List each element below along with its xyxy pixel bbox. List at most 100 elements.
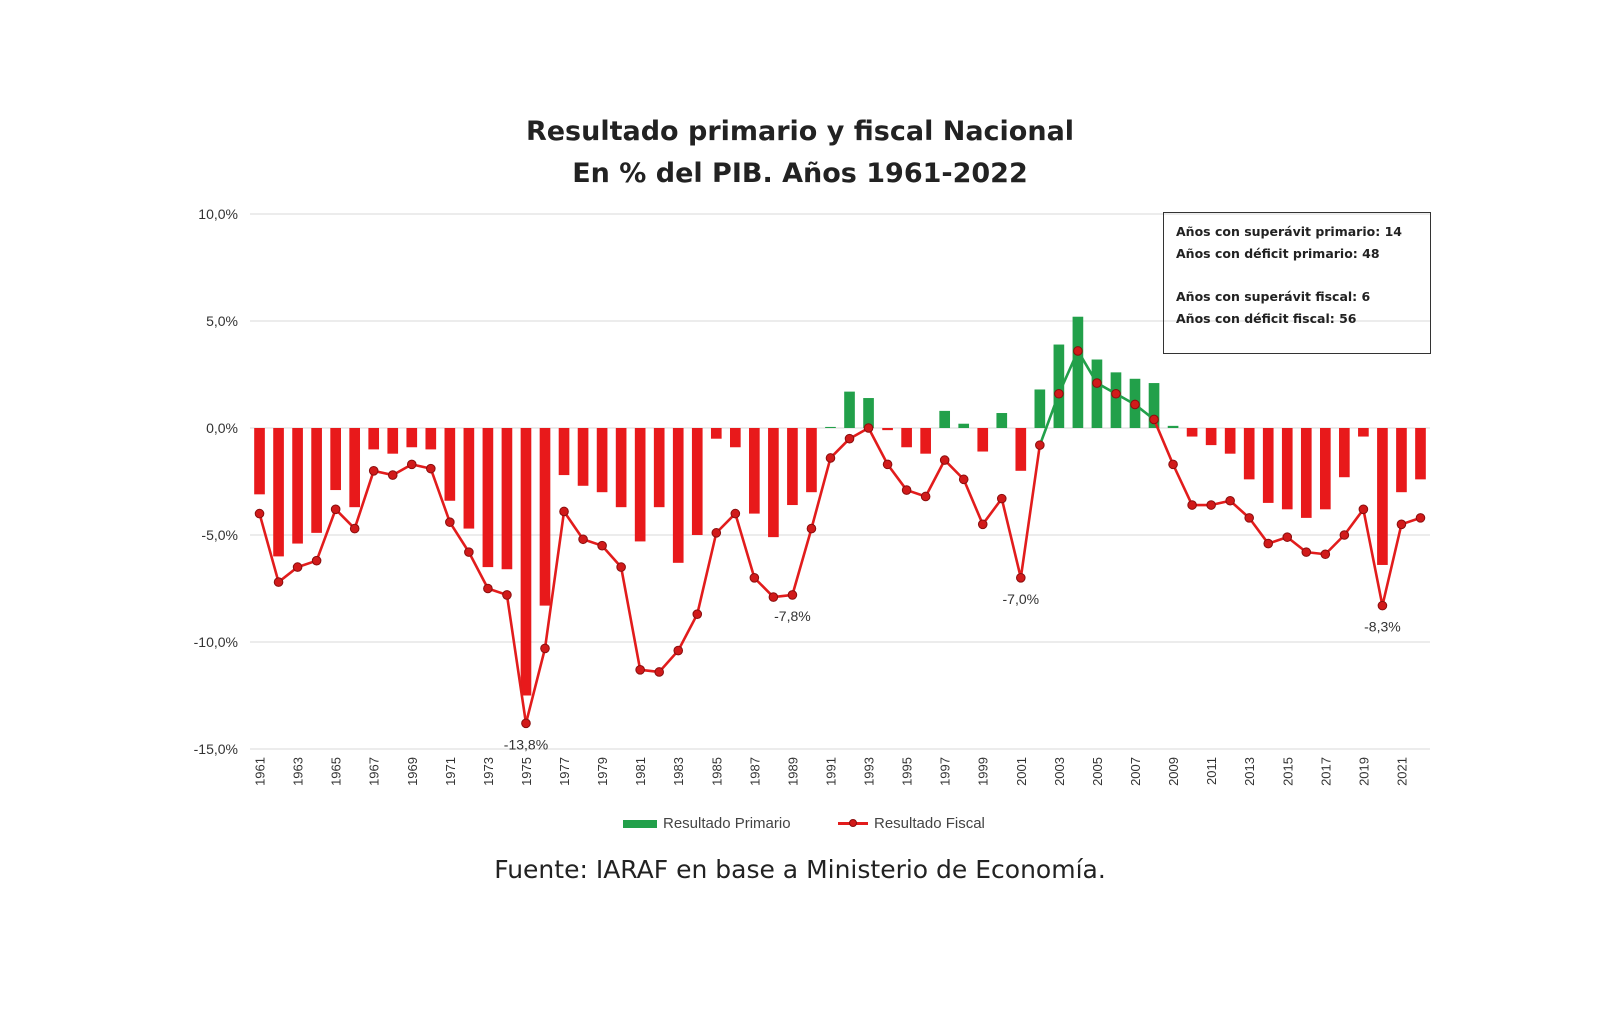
primary-bar-2013: [1243, 428, 1255, 480]
fiscal-deficit-count: Años con déficit fiscal: 56: [1176, 311, 1357, 326]
primary-bar-1963: [292, 428, 303, 544]
primary-bar-1979: [596, 428, 608, 493]
x-tick-label: 2009: [1166, 757, 1181, 786]
primary-bar-1987: [749, 428, 760, 514]
primary-surplus-count: Años con superávit primario: 14: [1176, 224, 1402, 239]
primary-bar-2012: [1224, 428, 1236, 454]
fiscal-line-segment: [1057, 349, 1080, 396]
fiscal-point-2004: [1073, 346, 1083, 356]
fiscal-point-2003: [1054, 388, 1064, 399]
primary-bar-1996: [920, 428, 931, 454]
primary-bar-1991: [825, 426, 836, 428]
x-tick-label: 1997: [938, 757, 953, 786]
fiscal-line-segment: [258, 512, 280, 584]
chart-subtitle: En % del PIB. Años 1961-2022: [572, 158, 1028, 189]
primary-bar-2010: [1186, 428, 1198, 437]
fiscal-point-1991: [825, 453, 836, 463]
primary-bar-2022: [1415, 428, 1426, 480]
primary-bar-1974: [501, 428, 513, 570]
fiscal-point-1968: [387, 470, 398, 480]
fiscal-point-1963: [292, 562, 303, 572]
y-tick-label: 10,0%: [198, 206, 238, 222]
fiscal-point-2001: [1016, 573, 1026, 583]
fiscal-point-1977: [559, 506, 569, 517]
fiscal-point-1998: [958, 474, 969, 485]
fiscal-point-1993: [863, 423, 874, 433]
fiscal-line-segment: [429, 467, 452, 524]
primary-bar-1964: [311, 428, 322, 533]
fiscal-line-segment: [1019, 443, 1042, 580]
annotation-label: -7,8%: [774, 608, 811, 624]
fiscal-point-1987: [749, 573, 760, 583]
fiscal-point-1970: [426, 463, 436, 474]
primary-bar-1971: [444, 428, 456, 501]
primary-bar-1975: [520, 428, 532, 696]
primary-bar-1967: [368, 428, 380, 450]
fiscal-point-1971: [445, 517, 455, 527]
fiscal-line-segment: [448, 520, 471, 554]
primary-bar-2008: [1148, 383, 1160, 428]
fiscal-point-1982: [654, 667, 664, 677]
fiscal-line-segment: [734, 512, 756, 580]
x-tick-label: 1975: [519, 757, 534, 786]
annotation-label: -13,8%: [504, 736, 548, 752]
fiscal-point-1995: [901, 485, 912, 495]
x-tick-label: 1981: [633, 757, 648, 786]
primary-bar-1999: [977, 428, 989, 452]
x-tick-label: 1969: [405, 757, 420, 786]
x-tick-label: 2013: [1242, 757, 1257, 786]
primary-bar-1993: [863, 398, 874, 428]
x-tick-label: 1979: [595, 757, 610, 786]
fiscal-line-segment: [562, 510, 585, 541]
fiscal-point-2020: [1377, 600, 1388, 611]
fiscal-point-2010: [1187, 500, 1197, 510]
fiscal-line-segment: [695, 531, 718, 616]
y-tick-label: -5,0%: [201, 527, 238, 543]
fiscal-point-1965: [330, 504, 341, 515]
fiscal-line-segment: [676, 612, 699, 652]
fiscal-point-2012: [1225, 495, 1235, 506]
fiscal-point-1983: [673, 645, 684, 656]
fiscal-point-2022: [1415, 513, 1426, 523]
fiscal-point-1964: [311, 555, 322, 566]
fiscal-point-2005: [1092, 378, 1102, 388]
fiscal-point-2014: [1263, 538, 1274, 549]
fiscal-line-segment: [867, 426, 889, 466]
x-tick-label: 1961: [253, 757, 268, 786]
primary-bar-2005: [1091, 359, 1103, 428]
primary-bar-1966: [349, 428, 361, 508]
fiscal-line-segment: [886, 463, 908, 492]
primary-bar-1984: [691, 428, 703, 535]
primary-bar-1965: [330, 428, 341, 491]
x-tick-label: 1973: [481, 757, 496, 786]
summary-box: Años con superávit primario: 14 Años con…: [1163, 212, 1431, 354]
legend-label-primary: Resultado Primario: [663, 815, 791, 832]
fiscal-point-1966: [349, 523, 360, 534]
fiscal-point-2019: [1358, 504, 1369, 515]
x-tick-label: 1963: [291, 757, 306, 786]
fiscal-point-1976: [540, 643, 550, 654]
primary-bar-2018: [1339, 428, 1350, 478]
primary-bar-1969: [406, 428, 418, 448]
x-tick-label: 1983: [671, 757, 686, 786]
x-tick-label: 1971: [443, 757, 458, 786]
x-tick-label: 2017: [1318, 757, 1333, 786]
fiscal-point-1975: [521, 718, 531, 729]
primary-bar-2000: [996, 413, 1008, 428]
primary-bar-2014: [1262, 428, 1274, 503]
y-tick-label: -10,0%: [194, 634, 238, 650]
primary-bar-1968: [387, 428, 399, 454]
x-tick-label: 2001: [1014, 757, 1029, 786]
fiscal-line-segment: [810, 456, 832, 530]
primary-bar-1992: [844, 391, 855, 428]
fiscal-point-1984: [692, 609, 703, 619]
y-tick-label: -15,0%: [194, 741, 238, 757]
fiscal-point-2006: [1111, 388, 1121, 399]
x-tick-label: 1995: [900, 757, 915, 786]
fiscal-line-segment: [353, 469, 376, 530]
primary-bars: [254, 316, 1426, 696]
primary-bar-1985: [710, 428, 722, 439]
fiscal-point-2007: [1130, 399, 1140, 410]
fiscal-point-1988: [768, 592, 779, 602]
